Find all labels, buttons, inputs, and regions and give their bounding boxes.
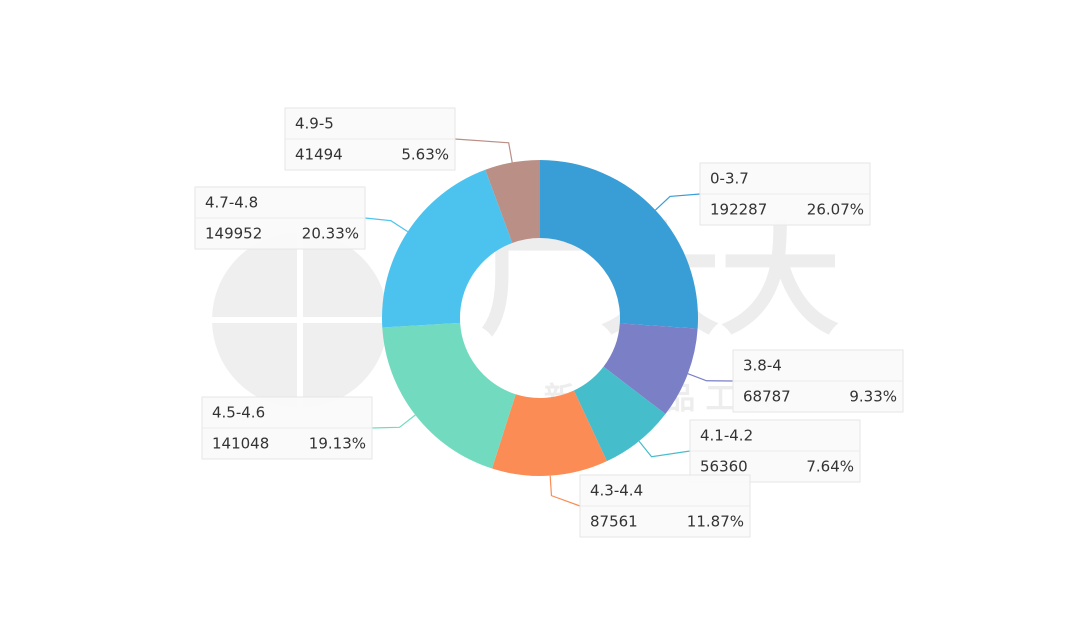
count-label: 41494	[295, 146, 343, 164]
leader-line	[364, 217, 409, 233]
count-label: 141048	[212, 435, 269, 453]
category-label: 4.1-4.2	[700, 427, 753, 445]
category-label: 0-3.7	[710, 170, 749, 188]
leader-line	[655, 193, 701, 211]
category-label: 4.9-5	[295, 115, 334, 133]
category-label: 3.8-4	[743, 357, 782, 375]
value-label: 20.33%	[302, 225, 359, 243]
slice	[382, 169, 513, 328]
value-label: 11.87%	[687, 513, 744, 531]
count-label: 68787	[743, 388, 791, 406]
count-label: 87561	[590, 513, 638, 531]
leader-line	[454, 138, 513, 163]
data-label: 4.5-4.6 141048 19.13%	[201, 396, 373, 460]
slice	[485, 160, 540, 243]
value-label: 7.64%	[806, 458, 854, 476]
category-label: 4.7-4.8	[205, 194, 258, 212]
leader-line	[371, 414, 416, 429]
data-label: 3.8-4 68787 9.33%	[732, 349, 904, 413]
category-label: 4.5-4.6	[212, 404, 265, 422]
slice	[603, 323, 698, 415]
count-label: 192287	[710, 201, 767, 219]
data-label: 4.7-4.8 149952 20.33%	[194, 186, 366, 250]
slice	[540, 160, 699, 329]
value-label: 9.33%	[849, 388, 897, 406]
leader-line	[687, 373, 734, 382]
slice	[382, 322, 516, 469]
value-label: 26.07%	[807, 201, 864, 219]
category-label: 4.3-4.4	[590, 482, 643, 500]
leader-line	[549, 475, 581, 507]
leader-line	[638, 440, 691, 458]
count-label: 56360	[700, 458, 748, 476]
value-label: 5.63%	[401, 146, 449, 164]
data-label: 4.3-4.4 87561 11.87%	[579, 474, 751, 538]
slice	[492, 390, 607, 476]
data-label: 4.1-4.2 56360 7.64%	[689, 419, 861, 483]
count-label: 149952	[205, 225, 262, 243]
data-label: 4.9-5 41494 5.63%	[284, 107, 456, 171]
data-label: 0-3.7 192287 26.07%	[699, 162, 871, 226]
value-label: 19.13%	[309, 435, 366, 453]
slice	[573, 366, 666, 462]
